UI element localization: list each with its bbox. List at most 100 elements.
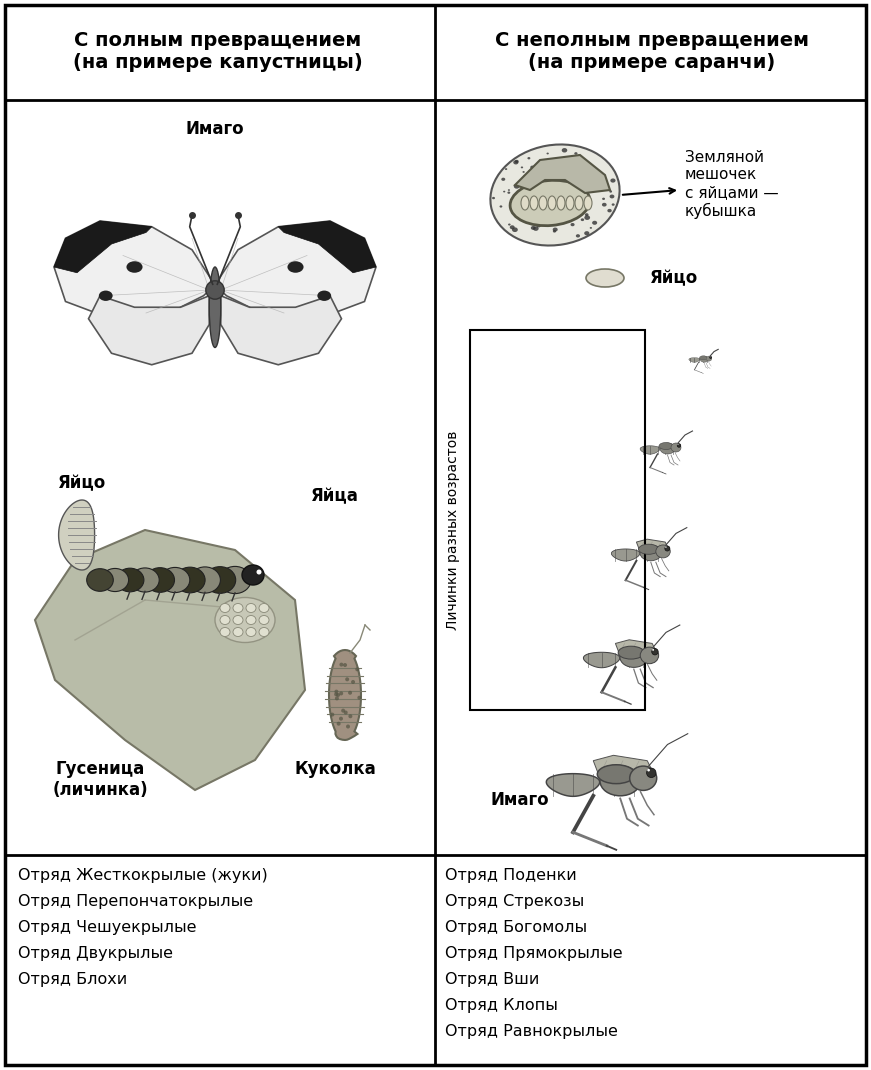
Ellipse shape (209, 268, 220, 348)
Ellipse shape (336, 693, 340, 697)
Ellipse shape (502, 178, 505, 181)
Ellipse shape (553, 230, 556, 232)
Ellipse shape (348, 715, 353, 718)
Ellipse shape (665, 547, 666, 548)
Ellipse shape (528, 157, 530, 159)
Ellipse shape (160, 567, 190, 593)
Ellipse shape (526, 218, 530, 221)
Ellipse shape (590, 227, 592, 229)
Ellipse shape (233, 603, 243, 612)
Ellipse shape (517, 194, 520, 196)
Ellipse shape (500, 205, 503, 208)
Ellipse shape (341, 708, 345, 713)
Ellipse shape (545, 219, 550, 224)
Ellipse shape (246, 615, 256, 625)
Ellipse shape (638, 545, 658, 554)
Ellipse shape (492, 197, 495, 199)
Ellipse shape (510, 181, 590, 226)
Ellipse shape (503, 190, 505, 193)
Ellipse shape (517, 204, 522, 208)
Polygon shape (35, 530, 305, 790)
Ellipse shape (343, 663, 347, 667)
Text: Отряд Клопы: Отряд Клопы (445, 998, 557, 1013)
Ellipse shape (259, 615, 269, 625)
Ellipse shape (126, 261, 143, 273)
Ellipse shape (533, 227, 538, 231)
Ellipse shape (220, 615, 230, 625)
Ellipse shape (205, 567, 236, 594)
Ellipse shape (700, 356, 708, 363)
Text: Гусеница
(личинка): Гусеница (личинка) (52, 760, 148, 799)
Ellipse shape (337, 721, 341, 725)
Ellipse shape (562, 148, 567, 153)
Ellipse shape (607, 209, 611, 212)
Ellipse shape (581, 218, 584, 221)
Ellipse shape (600, 766, 640, 796)
Polygon shape (515, 155, 610, 193)
Ellipse shape (584, 231, 590, 235)
Polygon shape (278, 221, 376, 273)
Ellipse shape (287, 261, 304, 273)
Ellipse shape (565, 219, 569, 221)
Ellipse shape (529, 169, 533, 173)
Ellipse shape (598, 765, 635, 783)
Ellipse shape (513, 160, 518, 165)
Text: Отряд Стрекозы: Отряд Стрекозы (445, 895, 584, 910)
Ellipse shape (652, 649, 654, 651)
Text: Куколка: Куколка (294, 760, 376, 778)
Ellipse shape (646, 768, 656, 778)
Ellipse shape (602, 203, 606, 207)
Ellipse shape (98, 291, 112, 301)
Ellipse shape (571, 223, 575, 226)
Ellipse shape (611, 203, 615, 205)
Ellipse shape (101, 568, 129, 592)
Ellipse shape (510, 226, 515, 229)
Ellipse shape (145, 568, 174, 593)
Text: Отряд Жесткокрылые (жуки): Отряд Жесткокрылые (жуки) (18, 868, 267, 883)
Ellipse shape (706, 356, 712, 361)
Ellipse shape (602, 198, 605, 200)
Ellipse shape (553, 228, 557, 231)
Ellipse shape (530, 166, 535, 169)
Ellipse shape (586, 269, 624, 287)
Ellipse shape (566, 196, 574, 210)
Ellipse shape (344, 710, 348, 715)
Polygon shape (215, 221, 376, 319)
Ellipse shape (640, 545, 662, 561)
Ellipse shape (630, 766, 657, 791)
Polygon shape (546, 774, 599, 796)
Polygon shape (637, 539, 669, 553)
Ellipse shape (611, 179, 616, 183)
Polygon shape (689, 357, 700, 363)
Ellipse shape (520, 213, 525, 217)
Ellipse shape (215, 597, 275, 642)
Ellipse shape (259, 603, 269, 612)
Ellipse shape (530, 196, 538, 210)
Ellipse shape (351, 679, 355, 684)
Ellipse shape (355, 668, 359, 671)
Ellipse shape (557, 196, 565, 210)
Ellipse shape (574, 152, 577, 155)
Ellipse shape (242, 565, 264, 585)
Ellipse shape (547, 159, 551, 164)
Ellipse shape (508, 189, 510, 190)
Ellipse shape (575, 196, 583, 210)
Ellipse shape (521, 196, 529, 210)
Ellipse shape (233, 615, 243, 625)
Ellipse shape (490, 144, 619, 245)
Ellipse shape (219, 566, 251, 594)
Polygon shape (89, 295, 209, 365)
Polygon shape (611, 549, 640, 561)
Ellipse shape (220, 627, 230, 637)
Ellipse shape (618, 646, 644, 659)
Ellipse shape (609, 190, 612, 193)
Text: Отряд Чешуекрылые: Отряд Чешуекрылые (18, 920, 197, 935)
Ellipse shape (523, 171, 524, 173)
Ellipse shape (330, 713, 334, 717)
Ellipse shape (514, 207, 518, 210)
Ellipse shape (576, 166, 578, 168)
Text: Отряд Прямокрылые: Отряд Прямокрылые (445, 946, 623, 961)
Ellipse shape (317, 291, 331, 301)
Ellipse shape (537, 224, 541, 228)
Ellipse shape (340, 662, 343, 667)
